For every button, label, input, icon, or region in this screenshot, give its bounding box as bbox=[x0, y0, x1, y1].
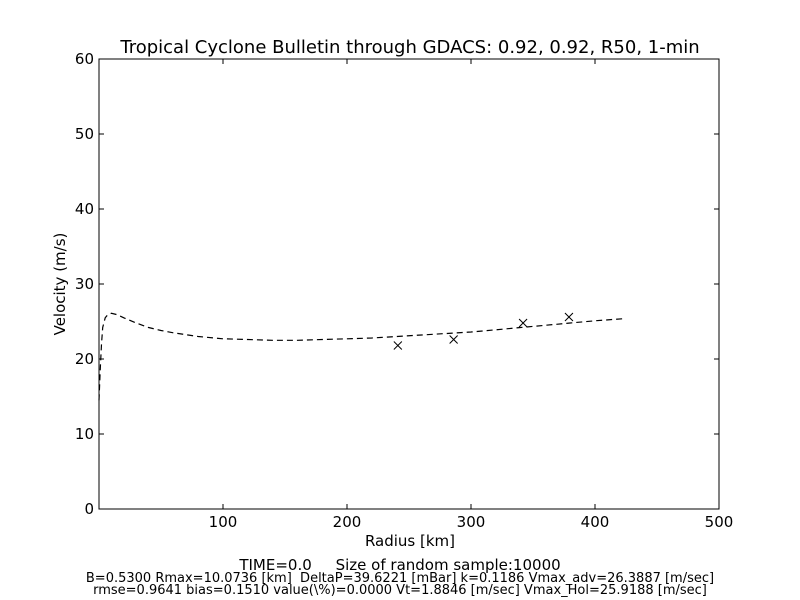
observation-point bbox=[393, 341, 403, 350]
x-tick-label: 400 bbox=[581, 513, 610, 531]
model-profile-line bbox=[98, 312, 627, 401]
y-tick-label: 20 bbox=[75, 350, 94, 368]
y-tick-label: 60 bbox=[75, 50, 94, 68]
y-tick-label: 0 bbox=[84, 500, 94, 518]
observation-point bbox=[449, 335, 458, 344]
observation-point bbox=[518, 318, 528, 328]
y-tick-label: 50 bbox=[75, 125, 94, 143]
y-tick-label: 30 bbox=[75, 275, 94, 293]
footer-time-sample: TIME=0.0 Size of random sample:10000 bbox=[238, 556, 560, 574]
series-group bbox=[98, 312, 627, 401]
y-tick-label: 10 bbox=[75, 425, 94, 443]
x-axis-label: Radius [km] bbox=[365, 532, 455, 550]
plot-area-frame bbox=[98, 58, 720, 510]
x-tick-label: 200 bbox=[333, 513, 362, 531]
x-tick-label: 500 bbox=[705, 513, 734, 531]
chart-title: Tropical Cyclone Bulletin through GDACS:… bbox=[119, 37, 699, 58]
y-axis-label: Velocity (m/s) bbox=[51, 233, 69, 336]
y-tick-label: 40 bbox=[75, 200, 94, 218]
footer-statistics: rmse=0.9641 bias=0.1510 value(\%)=0.0000… bbox=[93, 583, 707, 598]
axis-ticks: 100 200 300 400 500 0 10 20 30 40 50 60 bbox=[75, 50, 733, 531]
observation-point bbox=[564, 312, 574, 322]
x-tick-label: 300 bbox=[457, 513, 486, 531]
footer-parameters: B=0.5300 Rmax=10.0736 [km] DeltaP=39.622… bbox=[86, 571, 714, 586]
x-tick-label: 100 bbox=[209, 513, 238, 531]
